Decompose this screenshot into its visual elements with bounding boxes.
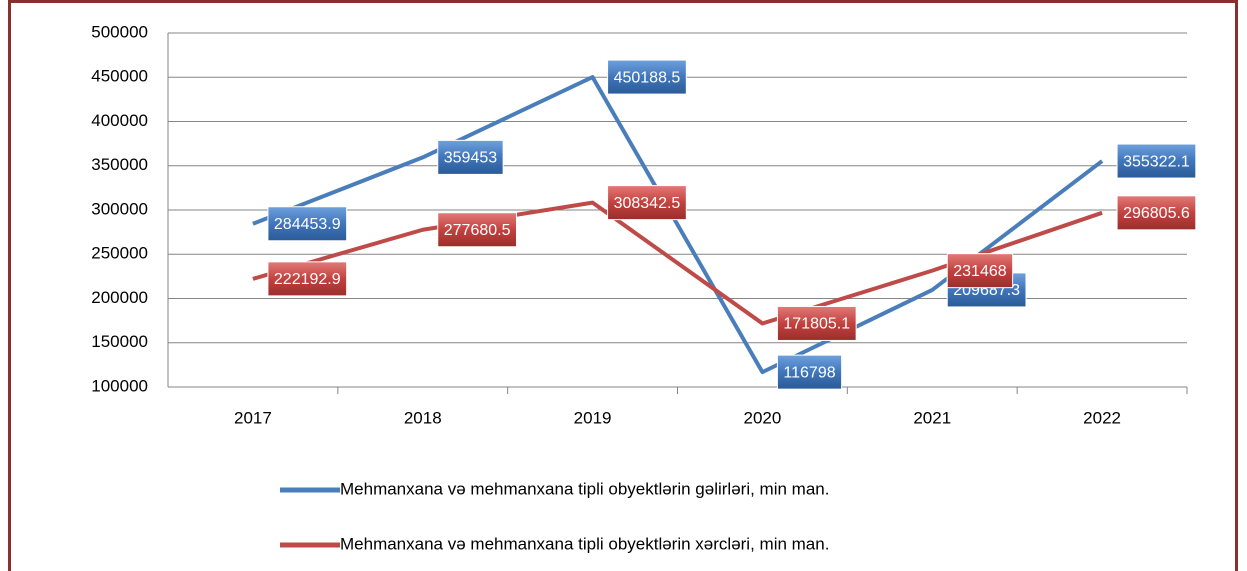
data-label-box [437,212,517,248]
data-label-box [437,139,504,175]
data-label: 277680.5 [444,222,511,239]
x-tick-label: 2018 [404,408,442,427]
data-label: 171805.1 [783,316,850,333]
data-label: 355322.1 [1123,153,1190,170]
y-tick-label: 400000 [91,111,148,130]
data-label-box [946,253,1014,289]
data-label: 450188.5 [614,69,681,86]
data-label: 296805.6 [1123,205,1190,222]
data-label-box [607,185,687,221]
frame [8,0,1238,571]
x-tick-label: 2019 [574,408,612,427]
x-tick-label: 2022 [1083,408,1121,427]
y-tick-label: 100000 [91,376,148,395]
data-label: 359453 [444,150,497,167]
y-tick-label: 300000 [91,199,148,218]
data-label: 116798 [783,364,835,381]
y-tick-label: 350000 [91,155,148,174]
y-tick-label: 200000 [91,288,148,307]
y-tick-label: 500000 [91,22,148,41]
y-tick-label: 150000 [91,332,148,351]
data-label-box [1116,195,1197,231]
data-label-box [776,354,843,390]
data-label-box [1116,143,1197,179]
x-tick-label: 2017 [234,408,272,427]
data-label: 308342.5 [614,195,681,212]
data-label: 284453.9 [274,216,341,233]
data-label: 231468 [953,263,1006,280]
data-label-box [267,206,348,242]
data-label-box [607,59,687,95]
data-label-box [267,261,348,297]
legend-label: Mehmanxana və mehmanxana tipli obyektlər… [340,479,829,498]
legend-label: Mehmanxana və mehmanxana tipli obyektlər… [340,534,829,553]
data-label-box [776,305,857,341]
y-tick-label: 450000 [91,67,148,86]
data-label: 222192.9 [274,271,341,288]
x-tick-label: 2020 [744,408,782,427]
x-tick-label: 2021 [913,408,951,427]
y-tick-label: 250000 [91,244,148,263]
